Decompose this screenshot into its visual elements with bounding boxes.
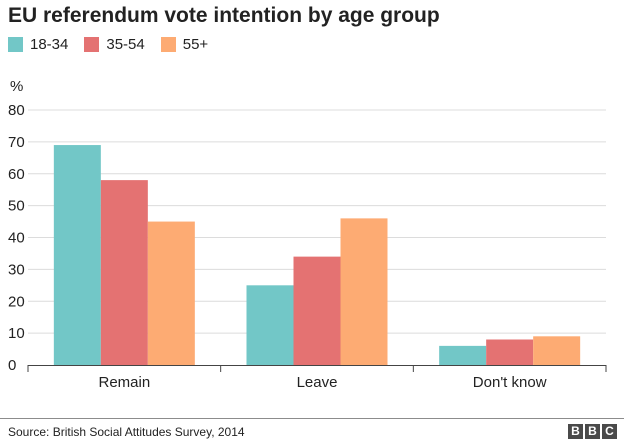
bbc-logo: B B C (566, 424, 617, 439)
y-tick-label: 20 (8, 293, 25, 310)
y-tick-label: 10 (8, 325, 25, 342)
source-note: Source: British Social Attitudes Survey,… (8, 425, 245, 439)
y-axis-unit-label: % (10, 78, 23, 95)
y-tick-label: 50 (8, 198, 25, 215)
bbc-logo-block: B (585, 424, 600, 439)
chart-title: EU referendum vote intention by age grou… (8, 4, 440, 27)
bars (53, 145, 581, 365)
y-tick-label: 60 (8, 166, 25, 183)
legend-label-55-plus: 55+ (182, 36, 209, 53)
y-tick-label: 40 (8, 230, 25, 247)
bar-55-plus-leave (340, 218, 388, 365)
x-tick-label: Leave (297, 374, 338, 391)
legend-swatch-35-54 (84, 37, 100, 52)
bbc-logo-block: B (568, 424, 583, 439)
bar-35-54-remain (100, 180, 148, 365)
legend-swatch-18-34 (8, 37, 23, 52)
legend-label-18-34: 18-34 (30, 36, 69, 53)
bar-18-34-remain (53, 145, 101, 365)
bar-chart: % 0 10 20 30 40 50 60 70 80 Remain Leave Don't kno… (8, 78, 607, 391)
bar-18-34-leave (246, 285, 294, 365)
legend: 18-34 35-54 55+ (8, 36, 224, 53)
y-tick-label: 0 (8, 357, 16, 374)
x-tick-label: Remain (98, 374, 150, 391)
legend-item-18-34: 18-34 (8, 36, 68, 53)
legend-item-55-plus: 55+ (160, 36, 209, 53)
y-tick-label: 70 (8, 134, 25, 151)
legend-label-35-54: 35-54 (106, 36, 145, 53)
bar-55-plus-don-t-know (533, 336, 581, 365)
x-tick-label: Don't know (473, 374, 547, 391)
footer-divider (0, 418, 624, 419)
bar-35-54-don-t-know (486, 339, 534, 365)
bar-35-54-leave (293, 256, 341, 365)
x-axis: Remain Leave Don't know (27, 365, 607, 391)
legend-swatch-55-plus (160, 37, 176, 52)
bbc-logo-block: C (602, 424, 617, 439)
bar-18-34-don-t-know (439, 345, 487, 365)
y-tick-label: 30 (8, 261, 25, 278)
y-tick-label: 80 (8, 102, 25, 119)
bar-55-plus-remain (147, 221, 195, 365)
legend-item-35-54: 35-54 (84, 36, 145, 53)
